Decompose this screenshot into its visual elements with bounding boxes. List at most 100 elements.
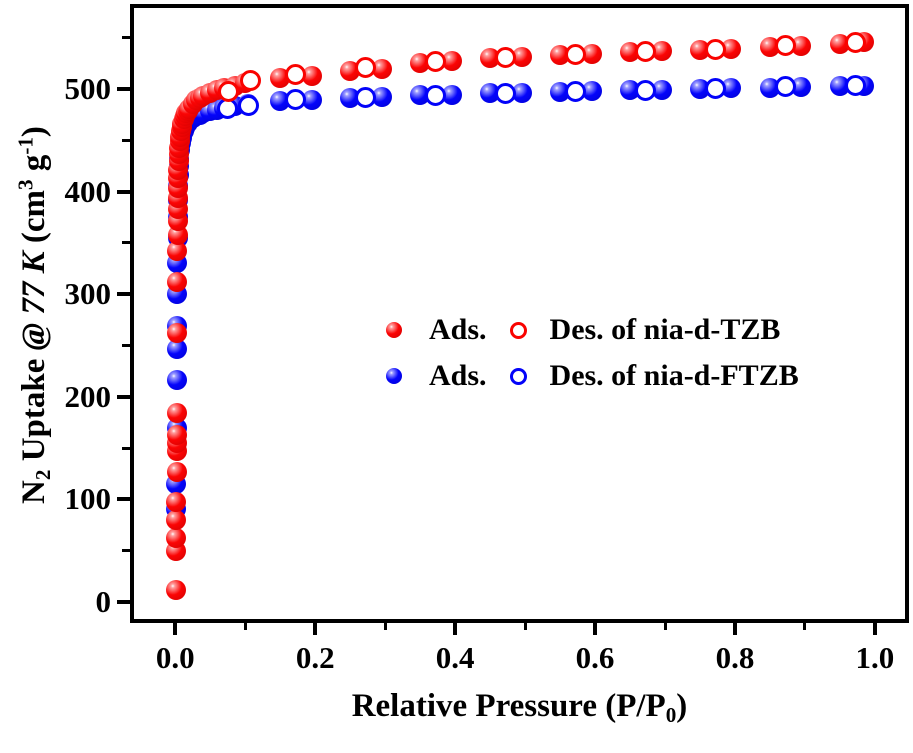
data-point — [721, 78, 742, 99]
data-point — [704, 38, 726, 60]
y-tick-label: 500 — [64, 71, 112, 107]
y-tick-label: 300 — [64, 276, 112, 312]
y-tick-major — [117, 394, 131, 399]
y-tick-minor — [122, 241, 131, 245]
data-point — [371, 87, 392, 108]
axis-title-part: g — [16, 154, 52, 180]
x-tick-major — [173, 621, 178, 635]
legend-row-tzb: Ads. Des. of nia-d-TZB — [386, 308, 799, 352]
data-point — [791, 76, 812, 97]
axis-title-part: 0 — [665, 702, 677, 727]
y-tick-label: 100 — [64, 481, 112, 517]
data-point — [166, 492, 187, 513]
data-point — [651, 80, 672, 101]
axis-title-part: Uptake — [16, 350, 52, 470]
data-point — [495, 46, 516, 68]
x-tick-major — [313, 621, 318, 635]
legend-row-ftzb: Ads. Des. of nia-d-FTZB — [386, 354, 799, 398]
data-point — [511, 83, 532, 104]
data-point — [237, 94, 259, 116]
des-open-marker-red-icon — [509, 321, 527, 339]
x-tick-minor — [803, 621, 807, 630]
data-point — [721, 39, 742, 60]
data-point — [166, 528, 187, 549]
plot-area — [130, 4, 909, 623]
data-point — [166, 403, 187, 424]
data-point — [285, 64, 307, 86]
axis-title-part: (cm — [16, 189, 52, 252]
y-tick-label: 0 — [95, 583, 112, 619]
axis-title-part: Relative Pressure (P/P — [351, 688, 666, 724]
x-tick-label: 0.0 — [155, 640, 195, 675]
x-tick-label: 0.8 — [715, 640, 755, 675]
x-tick-minor — [243, 621, 247, 630]
data-point — [844, 32, 866, 54]
ads-filled-marker-red-icon — [386, 322, 402, 338]
x-tick-minor — [663, 621, 667, 630]
legend-ads-label-tzb: Ads. — [429, 313, 487, 346]
x-tick-label: 1.0 — [855, 640, 895, 675]
x-tick-label: 0.2 — [295, 640, 335, 675]
data-point — [166, 509, 187, 530]
axis-title-part: N — [16, 480, 52, 504]
x-axis-title: Relative Pressure (P/P0) — [134, 688, 905, 725]
x-tick-major — [593, 621, 598, 635]
axis-title-part: 3 — [13, 179, 38, 190]
x-tick-major — [453, 621, 458, 635]
data-point — [167, 323, 188, 344]
y-tick-minor — [122, 138, 131, 142]
data-point — [166, 461, 187, 482]
y-tick-major — [117, 497, 131, 502]
data-point — [166, 424, 187, 445]
data-point — [581, 44, 602, 65]
y-tick-major — [117, 292, 131, 297]
legend-des-label-ftzb: Des. of nia-d-FTZB — [549, 359, 799, 392]
data-point — [165, 579, 186, 600]
data-point — [239, 70, 261, 92]
data-point — [166, 338, 187, 359]
axis-title-part: ) — [16, 126, 52, 138]
data-point — [634, 40, 656, 62]
data-point — [511, 47, 532, 68]
x-tick-label: 0.6 — [575, 640, 615, 675]
y-tick-major — [117, 599, 131, 604]
y-tick-minor — [122, 549, 131, 553]
y-tick-major — [117, 87, 131, 92]
data-point — [651, 41, 672, 62]
x-tick-major — [872, 621, 877, 635]
data-point — [355, 56, 377, 78]
data-point — [167, 271, 188, 292]
y-tick-minor — [122, 446, 131, 450]
legend: Ads. Des. of nia-d-TZB Ads. Des. of nia-… — [386, 308, 799, 398]
data-point — [371, 58, 392, 79]
data-point — [301, 65, 322, 86]
y-axis-title: N2 Uptake @ 77 K (cm3 g-1) — [13, 0, 55, 635]
legend-des-label-tzb: Des. of nia-d-TZB — [549, 313, 781, 346]
ads-filled-marker-blue-icon — [386, 368, 402, 384]
data-point — [301, 90, 322, 111]
data-point — [167, 241, 188, 262]
data-point — [441, 85, 462, 106]
data-point — [564, 43, 586, 65]
data-point — [774, 76, 796, 98]
data-point — [495, 82, 516, 104]
data-point — [704, 77, 726, 99]
x-tick-minor — [383, 621, 387, 630]
y-tick-minor — [122, 36, 131, 40]
data-point — [774, 35, 796, 57]
data-point — [791, 35, 812, 56]
data-point — [425, 50, 447, 72]
data-point — [217, 80, 239, 102]
data-point — [285, 88, 307, 110]
axis-title-part: @ 77 K — [16, 251, 52, 351]
axis-title-part: 2 — [30, 469, 55, 481]
data-point — [564, 80, 586, 102]
des-open-marker-blue-icon — [509, 367, 527, 385]
data-point — [634, 79, 656, 101]
data-point — [355, 86, 377, 108]
axis-title-part: ) — [676, 688, 688, 724]
y-tick-minor — [122, 344, 131, 347]
y-tick-label: 200 — [64, 378, 112, 414]
data-point — [425, 84, 447, 106]
